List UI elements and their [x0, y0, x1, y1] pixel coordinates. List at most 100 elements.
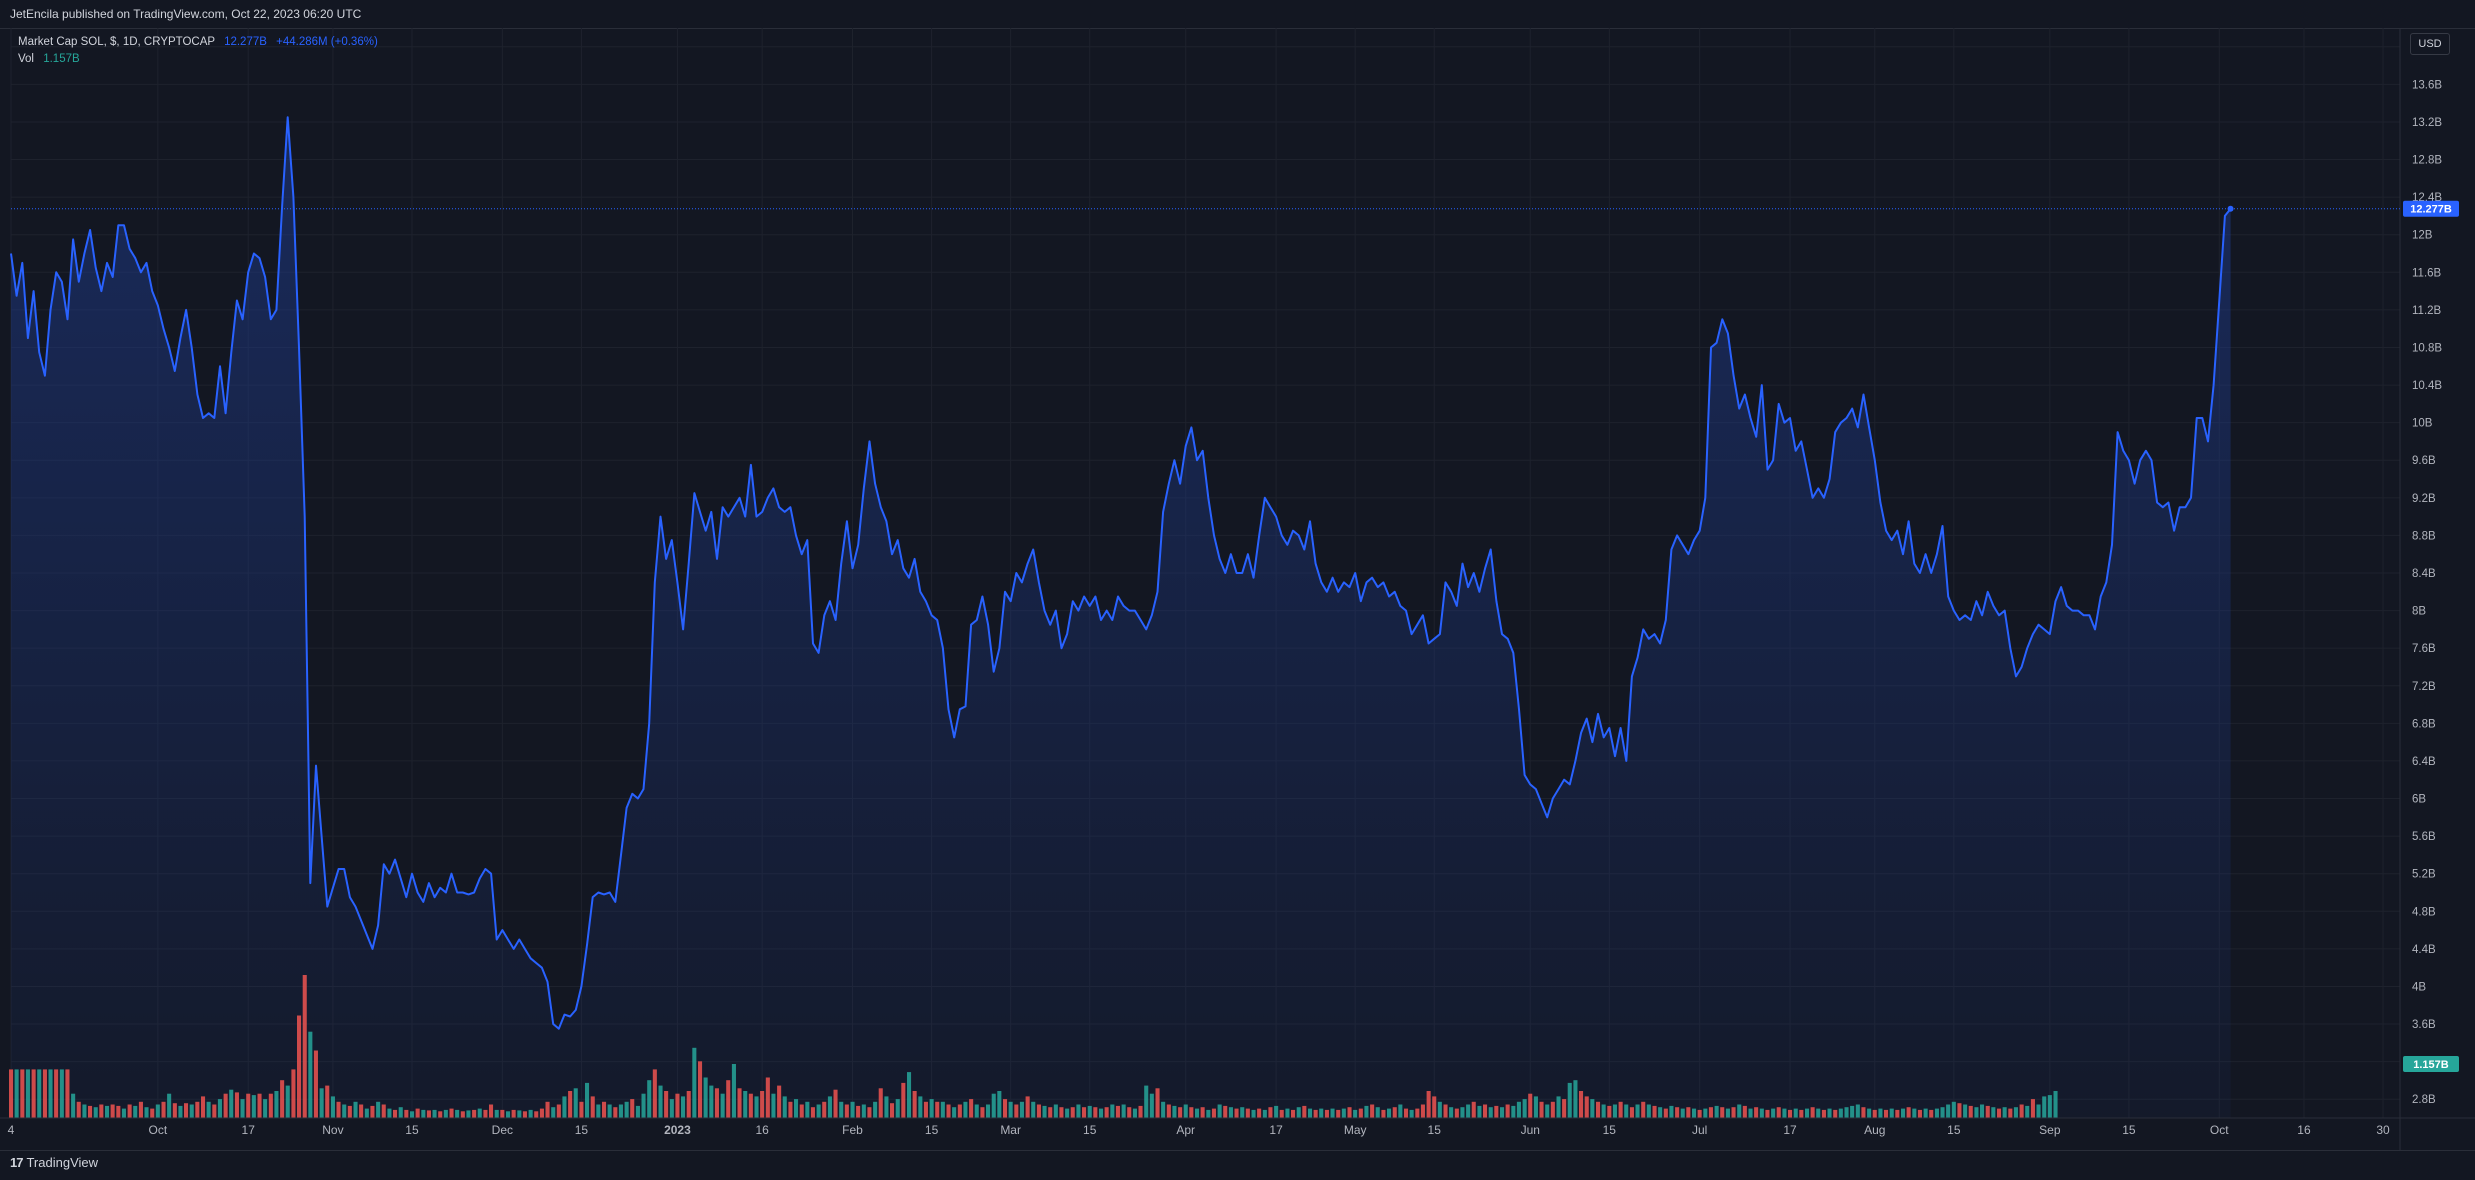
tradingview-logo[interactable]: 17 TradingView — [10, 1155, 98, 1170]
x-tick-label: 17 — [242, 1123, 256, 1137]
volume-bar — [590, 1096, 595, 1118]
symbol-label[interactable]: Market Cap SOL, $, 1D, CRYPTOCAP — [18, 36, 215, 48]
volume-bar — [2053, 1091, 2058, 1118]
volume-bar — [1375, 1107, 1380, 1118]
volume-bar — [189, 1104, 194, 1118]
volume-bar — [748, 1093, 753, 1118]
volume-bar — [1731, 1107, 1736, 1118]
volume-bar — [1076, 1104, 1081, 1118]
volume-bar — [1420, 1104, 1425, 1118]
volume-bar — [522, 1111, 527, 1118]
volume-bar — [2019, 1104, 2024, 1118]
volume-bar — [1629, 1107, 1634, 1118]
volume-bar — [1161, 1101, 1166, 1118]
volume-bar — [48, 1069, 53, 1118]
volume-bar — [2002, 1107, 2007, 1118]
x-tick-label: 15 — [1947, 1123, 1961, 1137]
volume-bar — [681, 1096, 686, 1118]
volume-bar — [59, 1069, 64, 1118]
volume-bar — [1579, 1091, 1584, 1118]
volume-bar — [1917, 1109, 1922, 1118]
volume-bar — [1505, 1104, 1510, 1118]
volume-bar — [1031, 1101, 1036, 1118]
y-axis: 2.8B3.2B3.6B4B4.4B4.8B5.2B5.6B6B6.4B6.8B… — [2399, 28, 2442, 1150]
volume-bar — [1262, 1109, 1267, 1118]
volume-bar — [381, 1104, 386, 1118]
volume-bar — [1296, 1107, 1301, 1118]
volume-bar — [359, 1104, 364, 1118]
y-tick-label: 10.8B — [2412, 342, 2442, 354]
area-layer — [11, 117, 2231, 1119]
volume-bar — [918, 1096, 923, 1118]
volume-bar — [460, 1111, 465, 1118]
y-tick-label: 4B — [2412, 981, 2426, 993]
last-point-dot — [2227, 205, 2234, 212]
volume-bar — [1742, 1105, 1747, 1118]
volume-bar — [1415, 1108, 1420, 1118]
volume-bar — [1240, 1107, 1245, 1118]
volume-bar — [810, 1107, 815, 1118]
volume-bar — [805, 1101, 810, 1118]
volume-bar — [731, 1064, 736, 1118]
volume-bar — [1104, 1107, 1109, 1118]
volume-bar — [1708, 1107, 1713, 1118]
volume-bar — [1042, 1105, 1047, 1118]
volume-bar — [743, 1091, 748, 1118]
volume-bar — [1810, 1107, 1815, 1118]
volume-bar — [2030, 1099, 2035, 1118]
volume-bar — [935, 1101, 940, 1118]
volume-bar — [720, 1093, 725, 1118]
volume-bar — [240, 1099, 245, 1118]
volume-bar — [1285, 1108, 1290, 1118]
volume-bar — [827, 1096, 832, 1118]
last-price-label: 12.277B — [2410, 204, 2452, 216]
volume-bar — [1545, 1104, 1550, 1118]
volume-bar — [765, 1077, 770, 1118]
volume-bar — [1172, 1105, 1177, 1118]
volume-bar — [1968, 1105, 1973, 1118]
volume-bar — [635, 1105, 640, 1118]
volume-bar — [2042, 1096, 2047, 1118]
volume-bar — [1364, 1105, 1369, 1118]
volume-bar — [1466, 1104, 1471, 1118]
volume-label[interactable]: Vol — [18, 53, 34, 65]
volume-bar — [449, 1108, 454, 1118]
volume-bar — [1392, 1107, 1397, 1118]
volume-bar — [268, 1093, 273, 1118]
volume-bar — [1867, 1108, 1872, 1118]
volume-bar — [1014, 1104, 1019, 1118]
volume-bar — [923, 1101, 928, 1118]
price-line-layer — [10, 116, 2234, 1030]
volume-bar — [1206, 1109, 1211, 1118]
volume-bar — [99, 1104, 104, 1118]
tradingview-logo-icon: 17 — [10, 1155, 24, 1170]
volume-bar — [105, 1105, 110, 1118]
volume-bar — [1048, 1107, 1053, 1118]
volume-bar — [1330, 1108, 1335, 1118]
volume-bar — [1149, 1093, 1154, 1118]
volume-bar — [647, 1080, 652, 1118]
volume-bar — [1556, 1096, 1561, 1118]
volume-bar — [1884, 1109, 1889, 1118]
volume-bar — [1714, 1105, 1719, 1118]
volume-bar — [856, 1105, 861, 1118]
volume-bar — [1471, 1101, 1476, 1118]
volume-bar — [1155, 1088, 1160, 1118]
chart-canvas[interactable]: 2.8B3.2B3.6B4B4.4B4.8B5.2B5.6B6B6.4B6.8B… — [0, 28, 2475, 1150]
volume-bar — [624, 1101, 629, 1118]
volume-bar — [494, 1109, 499, 1118]
volume-bar — [42, 1069, 47, 1118]
x-tick-label: 2023 — [664, 1123, 691, 1137]
currency-button[interactable]: USD — [2410, 33, 2450, 55]
x-tick-label: Jun — [1521, 1123, 1540, 1137]
volume-bar — [1223, 1105, 1228, 1118]
x-tick-label: 17 — [1269, 1123, 1283, 1137]
volume-bar — [545, 1101, 550, 1118]
volume-bar — [150, 1108, 155, 1118]
volume-bar — [93, 1107, 98, 1118]
volume-bar — [1313, 1109, 1318, 1118]
y-tick-label: 13.6B — [2412, 79, 2442, 91]
volume-bar — [161, 1101, 166, 1118]
volume-bar — [54, 1069, 59, 1118]
bottom-bar — [0, 1150, 2475, 1180]
